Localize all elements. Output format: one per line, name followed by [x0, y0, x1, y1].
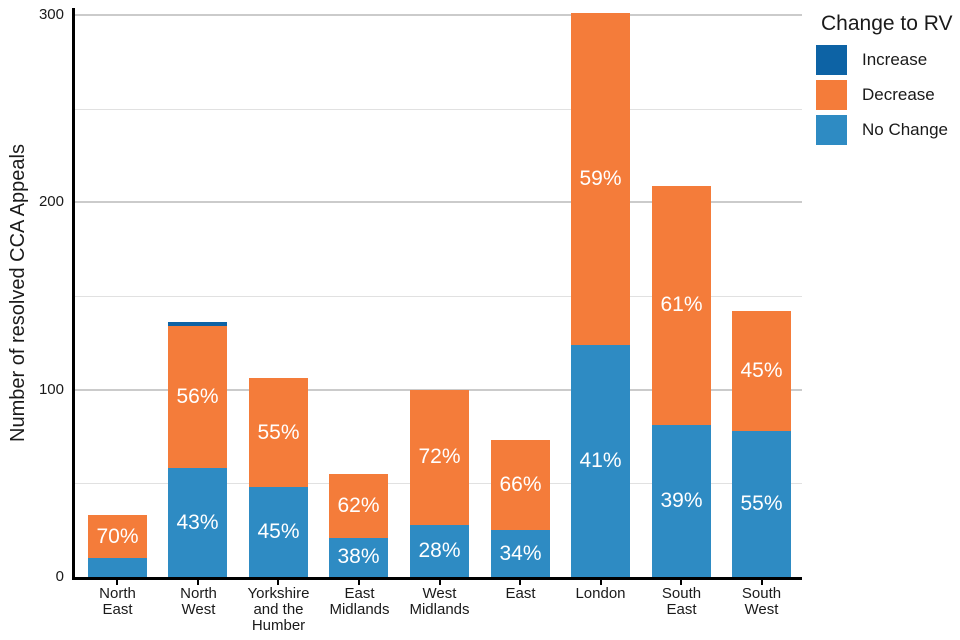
- x-category-label: Yorkshire and the Humber: [238, 586, 319, 634]
- bar-segment-no-change: [249, 487, 308, 577]
- legend-item-increase: Increase: [816, 45, 960, 75]
- x-category-label-line: West: [181, 601, 216, 618]
- bar-segment-decrease: [329, 474, 388, 538]
- bar-segment-percent-label: 55%: [740, 492, 783, 515]
- x-category-label-line: South: [741, 585, 782, 602]
- bar-segment-decrease: [491, 440, 550, 531]
- x-category-label: London: [560, 586, 641, 602]
- x-category-label: East Midlands: [319, 586, 400, 618]
- x-category-label-line: London: [575, 585, 626, 602]
- x-category-label-line: South: [661, 585, 702, 602]
- y-tick-label: 100: [38, 381, 64, 398]
- x-tick-mark: [358, 580, 360, 585]
- bar-segment-no-change: [329, 537, 388, 577]
- legend-item-no-change: No Change: [816, 115, 960, 145]
- bar-segment-no-change: [652, 425, 711, 577]
- legend-swatch: [816, 80, 847, 110]
- x-category-label-line: East: [505, 585, 536, 602]
- bar-segment-percent-label: 56%: [176, 385, 219, 408]
- legend-item-decrease: Decrease: [816, 80, 960, 110]
- bar-segment-decrease: [732, 311, 791, 431]
- x-tick-mark: [680, 580, 682, 585]
- x-tick-mark: [197, 580, 199, 585]
- legend-title: Change to RV: [821, 12, 953, 35]
- x-category-label-line: East: [102, 601, 133, 618]
- legend-swatch: [816, 45, 847, 75]
- bar-segment-percent-label: 61%: [660, 293, 703, 316]
- x-category-label-line: West: [744, 601, 779, 618]
- legend-label: Decrease: [862, 85, 935, 104]
- x-category-label: West Midlands: [399, 586, 480, 618]
- bar-segment-percent-label: 66%: [499, 473, 542, 496]
- x-category-label-line: and the: [253, 601, 304, 618]
- legend-label: No Change: [862, 120, 949, 139]
- x-category-label: South West: [721, 586, 802, 618]
- legend: Change to RV Increase Decrease No Change: [816, 12, 960, 150]
- x-category-label-line: East: [666, 601, 697, 618]
- x-tick-mark: [761, 580, 763, 585]
- bar-segment-percent-label: 62%: [337, 494, 380, 517]
- bar-segment-percent-label: 41%: [579, 449, 622, 472]
- major-gridline: [75, 201, 802, 203]
- y-axis-line: [72, 8, 75, 580]
- legend-label: Increase: [862, 50, 928, 69]
- major-gridline: [75, 14, 802, 16]
- minor-gridline: [75, 109, 802, 110]
- x-category-label: East: [480, 586, 561, 602]
- bar-segment-percent-label: 38%: [337, 545, 380, 568]
- bar-segment-percent-label: 43%: [176, 511, 219, 534]
- y-tick-label: 200: [38, 193, 64, 210]
- bar-segment-increase: [168, 322, 227, 326]
- y-tick-label: 0: [55, 568, 64, 585]
- x-tick-mark: [519, 580, 521, 585]
- bar-segment-no-change: [491, 530, 550, 577]
- bar-segment-percent-label: 59%: [579, 167, 622, 190]
- bar-segment-percent-label: 45%: [740, 359, 783, 382]
- bar-segment-decrease: [410, 389, 469, 525]
- bar-segment-no-change: [571, 344, 630, 577]
- bar-segment-percent-label: 70%: [96, 525, 139, 548]
- bar-segment-no-change: [88, 558, 147, 577]
- x-category-label-line: Midlands: [329, 601, 390, 618]
- bar-segment-percent-label: 55%: [257, 421, 300, 444]
- x-axis-line: [72, 577, 802, 580]
- x-tick-mark: [116, 580, 118, 585]
- x-category-label: South East: [641, 586, 722, 618]
- bar-segment-decrease: [168, 326, 227, 469]
- x-tick-mark: [439, 580, 441, 585]
- legend-swatch: [816, 115, 847, 145]
- bar-segment-decrease: [571, 13, 630, 345]
- x-tick-mark: [600, 580, 602, 585]
- x-category-label-line: West: [422, 585, 457, 602]
- bar-segment-percent-label: 45%: [257, 520, 300, 543]
- bar-segment-percent-label: 72%: [418, 445, 461, 468]
- bar-segment-no-change: [732, 430, 791, 577]
- x-tick-mark: [277, 580, 279, 585]
- x-category-label-line: North: [180, 585, 217, 602]
- bar-segment-no-change: [410, 524, 469, 577]
- x-category-label-line: North: [99, 585, 136, 602]
- x-category-label: North East: [77, 586, 158, 618]
- bar-segment-decrease: [88, 515, 147, 559]
- bar-segment-decrease: [652, 185, 711, 426]
- x-category-label-line: Humber: [251, 617, 306, 634]
- legend-items: Increase Decrease No Change: [816, 45, 960, 145]
- x-category-label: North West: [158, 586, 239, 618]
- x-category-label-line: Yorkshire: [247, 585, 310, 602]
- bar-segment-percent-label: 34%: [499, 542, 542, 565]
- minor-gridline: [75, 296, 802, 297]
- bar-segment-decrease: [249, 378, 308, 488]
- bar-segment-percent-label: 39%: [660, 489, 703, 512]
- bar-segment-percent-label: 28%: [418, 539, 461, 562]
- x-category-label-line: East: [344, 585, 375, 602]
- y-tick-label: 300: [38, 6, 64, 23]
- bar-segment-no-change: [168, 468, 227, 577]
- x-category-label-line: Midlands: [409, 601, 470, 618]
